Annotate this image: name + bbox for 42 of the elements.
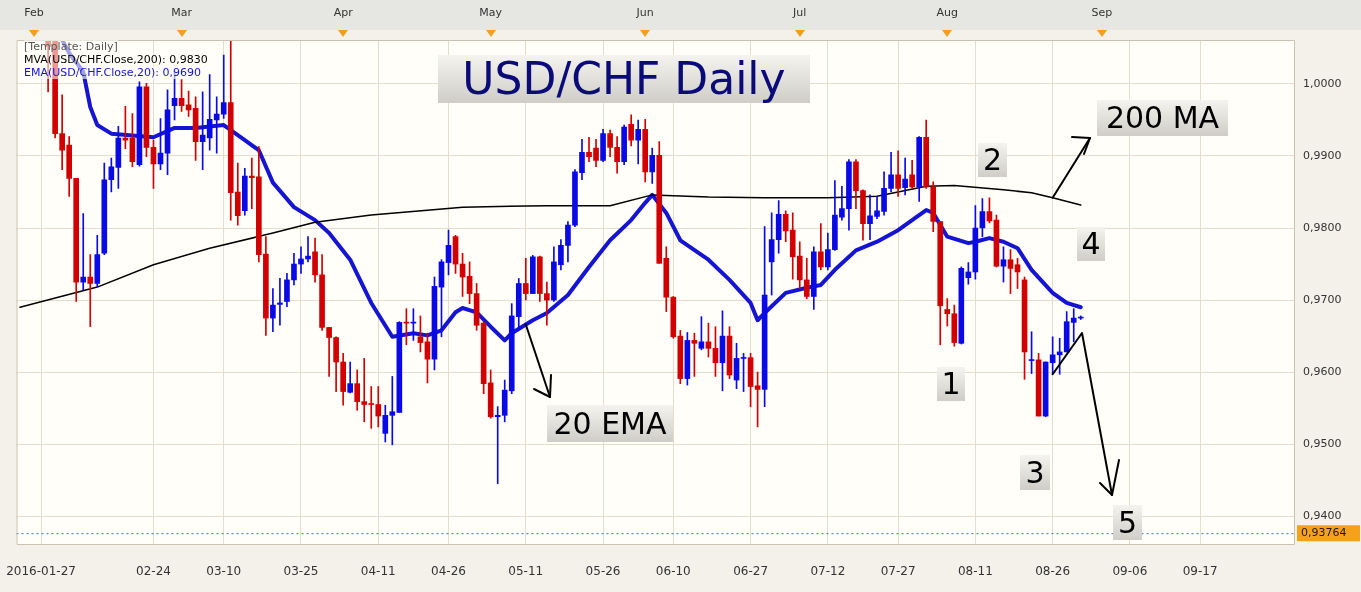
text: Jul (793, 6, 807, 19)
annotation: 1 (937, 366, 965, 401)
text: Aug (936, 6, 959, 19)
x-tick-label: 02-24 (136, 564, 171, 579)
annotation: 4 (1077, 226, 1105, 261)
text: Jun (636, 6, 654, 19)
annotation: 5 (1113, 505, 1142, 540)
annotation: 200 MA (1097, 100, 1228, 136)
x-tick-label: 07-12 (810, 564, 846, 579)
y-tick-label: 0,9700 (1303, 292, 1342, 306)
x-tick-label: 08-26 (1035, 564, 1071, 579)
text: Feb (24, 6, 44, 19)
y-tick-label: 0,9500 (1303, 437, 1342, 450)
annotation: 20 EMA (547, 405, 673, 442)
x-tick-label: 03-25 (283, 564, 319, 579)
chart-title: USD/CHF Daily (438, 53, 810, 104)
text: May (479, 6, 503, 19)
x-tick-label: 05-11 (508, 564, 544, 579)
ref-line-label: 0,93764 (1301, 526, 1347, 540)
y-tick-label: 0,9600 (1303, 364, 1342, 378)
x-tick-label: 09-17 (1182, 564, 1218, 579)
y-tick-label: 0,9400 (1303, 509, 1342, 523)
x-tick-label: 06-10 (655, 564, 691, 579)
text: Sep (1091, 6, 1113, 19)
x-tick-label: 08-11 (957, 564, 993, 579)
y-tick-label: 0,9800 (1303, 220, 1342, 234)
x-tick-label: 07-27 (880, 564, 916, 579)
y-tick-label: 0,9900 (1303, 148, 1342, 162)
x-tick-label: 05-26 (585, 564, 621, 579)
x-tick-label: 03-10 (206, 564, 242, 579)
text: Apr (333, 6, 353, 19)
x-tick-label: 09-06 (1112, 564, 1148, 579)
annotation: 2 (978, 142, 1007, 177)
text: EMA(USD/CHF.Close,20): 0,9690 (24, 66, 201, 79)
text: MVA(USD/CHF.Close,200): 0,9830 (24, 53, 208, 66)
annotation: 3 (1020, 455, 1050, 490)
x-tick-label: 2016-01-27 (6, 564, 76, 579)
text: Mar (171, 6, 192, 19)
x-tick-label: 06-27 (733, 564, 769, 579)
x-tick-label: 04-11 (360, 564, 396, 579)
y-tick-label: 1,0000 (1303, 76, 1342, 90)
x-tick-label: 04-26 (431, 564, 466, 579)
